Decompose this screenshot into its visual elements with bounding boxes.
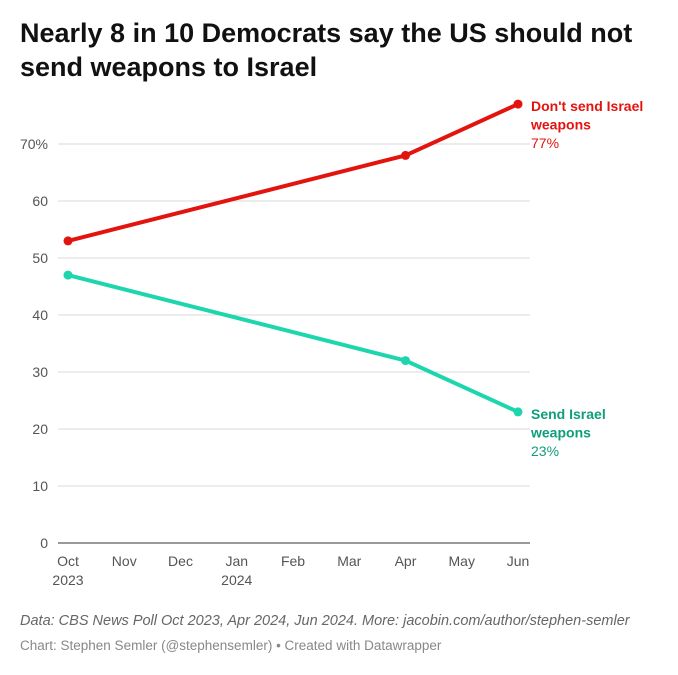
credit-line: Chart: Stephen Semler (@stephensemler) •… <box>20 638 442 653</box>
gridlines <box>58 143 530 544</box>
x-tick-label: Oct <box>57 553 79 569</box>
series-label: Don't send Israel <box>531 98 643 114</box>
x-tick-label: Mar <box>337 553 361 569</box>
source-note: Data: CBS News Poll Oct 2023, Apr 2024, … <box>20 613 630 629</box>
y-tick-label: 20 <box>32 421 48 437</box>
series-value-label: 77% <box>531 135 559 151</box>
series-label: weapons <box>530 424 591 440</box>
series-line-send <box>66 273 520 414</box>
y-tick-label: 10 <box>32 478 48 494</box>
y-axis-ticks: 0 10 20 30 40 50 60 70% <box>20 136 48 551</box>
data-point <box>513 407 523 417</box>
x-tick-label: Apr <box>395 553 417 569</box>
y-tick-label: 60 <box>32 193 48 209</box>
series-labels: Don't send Israel weapons 77% Send Israel we… <box>530 98 643 459</box>
data-point <box>401 356 410 366</box>
x-tick-year-label: 2023 <box>52 572 83 588</box>
data-point <box>63 270 73 280</box>
series-label: weapons <box>530 117 591 133</box>
x-tick-label: Feb <box>281 553 305 569</box>
data-point <box>63 236 73 246</box>
y-tick-label: 40 <box>32 307 48 323</box>
x-tick-year-label: 2024 <box>221 572 252 588</box>
y-tick-label: 30 <box>32 364 48 380</box>
x-tick-label: May <box>449 553 475 569</box>
y-tick-label: 50 <box>32 250 48 266</box>
x-axis-ticks: Oct 2023 Nov Dec Jan 2024 Feb Mar Apr May Jun <box>52 553 529 588</box>
x-tick-label: Jan <box>225 553 248 569</box>
series-line-dont-send <box>66 102 520 243</box>
y-tick-label: 0 <box>40 535 48 551</box>
series-value-label: 23% <box>531 443 559 459</box>
data-point <box>513 99 523 109</box>
series <box>63 99 523 417</box>
chart-title: Nearly 8 in 10 Democrats say the US shou… <box>20 18 633 82</box>
x-tick-label: Nov <box>112 553 137 569</box>
y-tick-label: 70% <box>20 136 48 152</box>
x-tick-label: Dec <box>168 553 193 569</box>
data-point <box>401 150 410 160</box>
x-tick-label: Jun <box>507 553 530 569</box>
series-label: Send Israel <box>531 406 606 422</box>
